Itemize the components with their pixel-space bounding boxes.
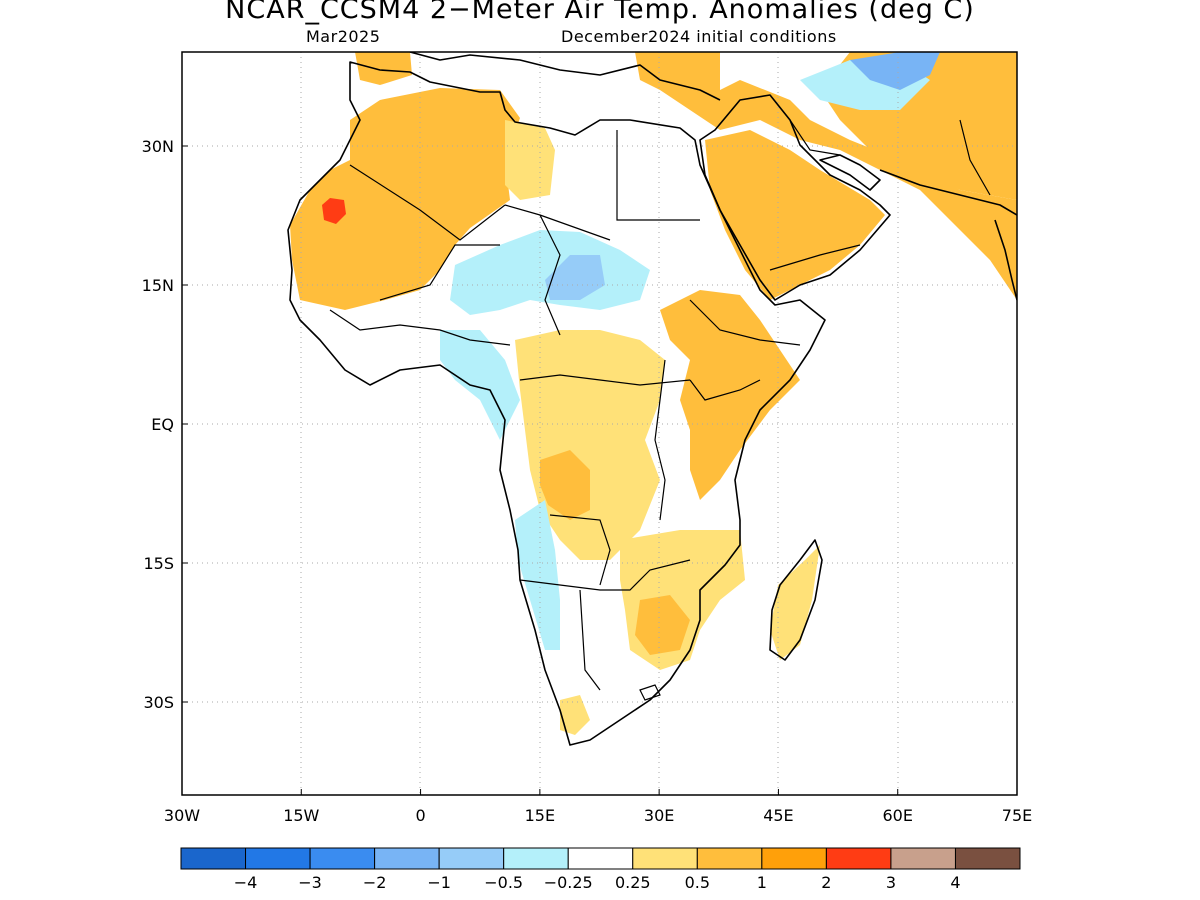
colorbar-swatch (761, 847, 827, 870)
lon-tick-label: 45E (763, 806, 793, 825)
lon-tick-label: 15E (525, 806, 555, 825)
colorbar-label: −0.25 (544, 873, 593, 892)
colorbar-swatch (180, 847, 247, 870)
anomaly-region-sahara-yellow-edge (505, 120, 555, 200)
arabia-coastline (699, 94, 891, 301)
border-egypt-libya (616, 130, 700, 221)
africa-coastline (287, 61, 826, 746)
anomaly-region-southeast-africa-warm (620, 530, 745, 670)
lat-axis: 30N 15N EQ 15S 30S (142, 137, 188, 712)
anomaly-region-middle-east-north (635, 52, 1017, 300)
border-drc-east (654, 359, 666, 521)
colorbar-swatch (503, 847, 569, 870)
colorbar-label: 1 (757, 873, 767, 892)
border-chad-niger (504, 204, 611, 241)
lat-tick-label: 30N (142, 137, 174, 156)
border-iran-afghanistan (959, 119, 991, 196)
anomaly-region-mediterranean-coast (355, 52, 412, 85)
border-central-africa (519, 374, 691, 386)
india-coastline (994, 219, 1017, 301)
border-angola-zambia (549, 514, 611, 586)
colorbar-swatch (309, 847, 376, 870)
lon-tick-label: 75E (1002, 806, 1032, 825)
border-sahel (379, 244, 500, 301)
border-lesotho (639, 684, 661, 701)
anomaly-region-congo-warm (540, 450, 590, 520)
anomaly-fields (290, 52, 1017, 735)
border-east-africa (689, 379, 761, 401)
lat-tick-label: 15N (142, 276, 174, 295)
colorbar-swatch (696, 847, 763, 870)
colorbar-swatch (567, 847, 634, 870)
chart-title: NCAR_CCSM4 2−Meter Air Temp. Anomalies (… (225, 0, 975, 25)
colorbar: −4 −3 −2 −1 −0.5 −0.25 0.25 0.5 1 2 3 4 (180, 847, 1021, 892)
colorbar-swatch (632, 847, 698, 870)
colorbar-label: 0.25 (615, 873, 651, 892)
colorbar-swatch (374, 847, 440, 870)
lon-tick-label: 30W (164, 806, 200, 825)
init-conditions: December2024 initial conditions (561, 27, 837, 46)
anomaly-region-caspian-cool-core (850, 52, 940, 90)
colorbar-label: 3 (886, 873, 896, 892)
anomaly-region-south-africa-warm-core (635, 595, 690, 655)
iran-coastline (879, 169, 1017, 216)
lon-tick-label: 0 (415, 806, 425, 825)
colorbar-label: −1 (427, 873, 451, 892)
border-sudan-chad (539, 214, 561, 336)
anomaly-region-sahel-cool (450, 230, 650, 315)
lon-tick-label: 15W (283, 806, 319, 825)
lat-tick-label: 30S (143, 693, 174, 712)
border-southern-africa (519, 559, 691, 591)
colorbar-swatch (825, 847, 892, 870)
border-saudi-yemen (769, 244, 861, 271)
border-iraq-iran (789, 119, 841, 156)
anomaly-region-madagascar (770, 545, 820, 660)
colorbar-label: 4 (950, 873, 960, 892)
colorbar-swatch (438, 847, 505, 870)
anomaly-region-sahara (290, 88, 520, 310)
colorbar-swatch (245, 847, 311, 870)
border-ethiopia (689, 299, 801, 346)
anomaly-region-arabia (705, 130, 885, 300)
anomaly-region-sahel-cool-core (545, 255, 605, 300)
colorbar-label: −3 (298, 873, 322, 892)
country-borders (329, 119, 991, 701)
colorbar-label: −4 (234, 873, 258, 892)
border-algeria-mali (349, 164, 506, 241)
border-west-africa (329, 309, 511, 346)
colorbar-swatch (954, 847, 1021, 870)
colorbar-label: 2 (821, 873, 831, 892)
lat-tick-label: EQ (151, 415, 174, 434)
lon-tick-label: 30E (644, 806, 674, 825)
anomaly-region-west-africa-cool (440, 330, 520, 440)
madagascar-coastline (769, 539, 823, 661)
gridlines (182, 52, 1017, 795)
colorbar-swatch (890, 847, 956, 870)
border-namibia-botswana (579, 589, 601, 691)
anomaly-region-cape-warm (560, 695, 590, 735)
anomaly-region-mauritania-peak (322, 198, 346, 224)
lat-tick-label: 15S (143, 554, 174, 573)
lon-axis: 30W 15W 0 15E 30E 45E 60E 75E (164, 789, 1032, 825)
colorbar-label: −2 (363, 873, 387, 892)
mediterranean-north (409, 52, 721, 101)
anomaly-region-east-africa (660, 290, 800, 500)
lon-tick-label: 60E (882, 806, 912, 825)
anomaly-region-angola-cool (515, 500, 560, 650)
colorbar-label: −0.5 (484, 873, 523, 892)
colorbar-label: 0.5 (685, 873, 710, 892)
valid-month: Mar2025 (306, 27, 381, 46)
